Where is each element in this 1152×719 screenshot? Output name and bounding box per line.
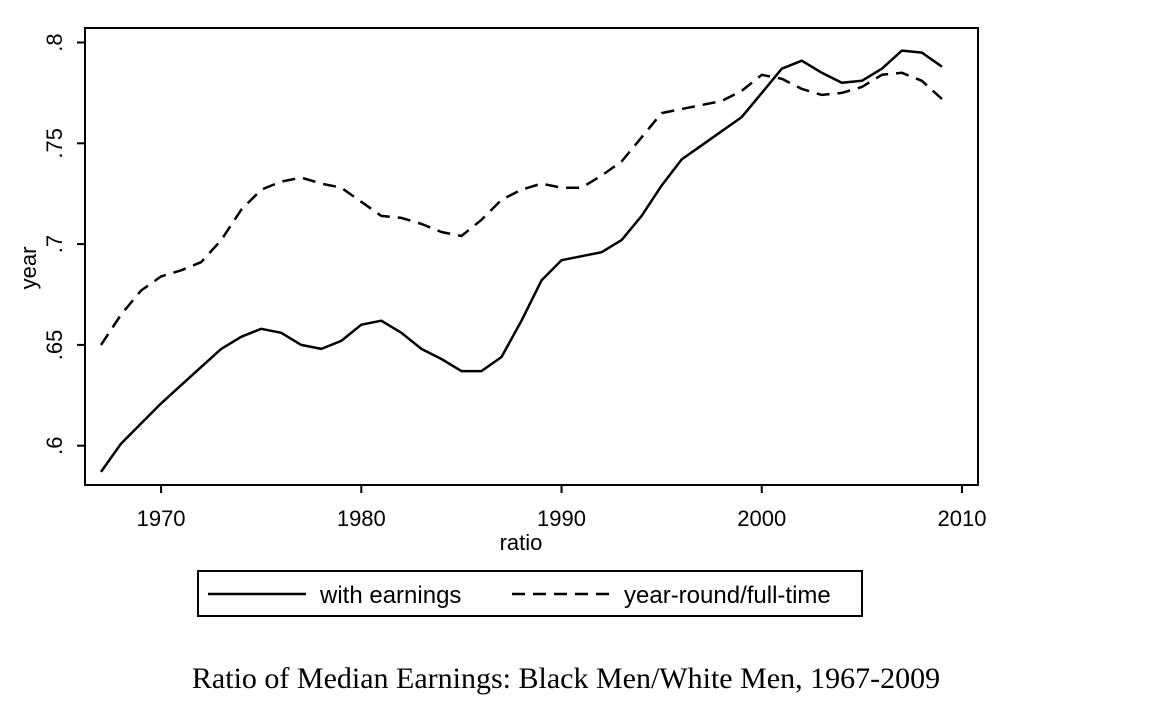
legend-label-with-earnings: with earnings xyxy=(319,582,461,609)
y-tick-label: .65 xyxy=(42,330,67,361)
legend-box xyxy=(197,570,863,617)
y-tick-label: .7 xyxy=(42,235,67,253)
y-tick-label: .75 xyxy=(42,128,67,159)
y-tick-label: .8 xyxy=(42,33,67,51)
series-line-year-round-full-time xyxy=(99,71,943,346)
figure-caption: Ratio of Median Earnings: Black Men/Whit… xyxy=(192,662,940,695)
plot-frame xyxy=(84,27,979,486)
legend: with earnings year-round/full-time xyxy=(197,570,863,617)
y-axis: .6 .65 .7 .75 .8 xyxy=(42,33,85,455)
y-tick-label: .6 xyxy=(42,437,67,455)
x-tick-label: 1980 xyxy=(337,506,386,531)
legend-label-year-round-full-time: year-round/full-time xyxy=(624,582,831,609)
series-layer xyxy=(99,49,943,473)
x-axis: 1970 1980 1990 2000 2010 xyxy=(137,485,987,531)
x-tick-label: 2010 xyxy=(938,506,987,531)
x-tick-label: 2000 xyxy=(737,506,786,531)
x-axis-title: ratio xyxy=(500,530,543,555)
y-axis-title: year xyxy=(16,247,41,290)
x-tick-label: 1990 xyxy=(537,506,586,531)
series-line-with-earnings xyxy=(99,49,943,473)
x-tick-label: 1970 xyxy=(137,506,186,531)
